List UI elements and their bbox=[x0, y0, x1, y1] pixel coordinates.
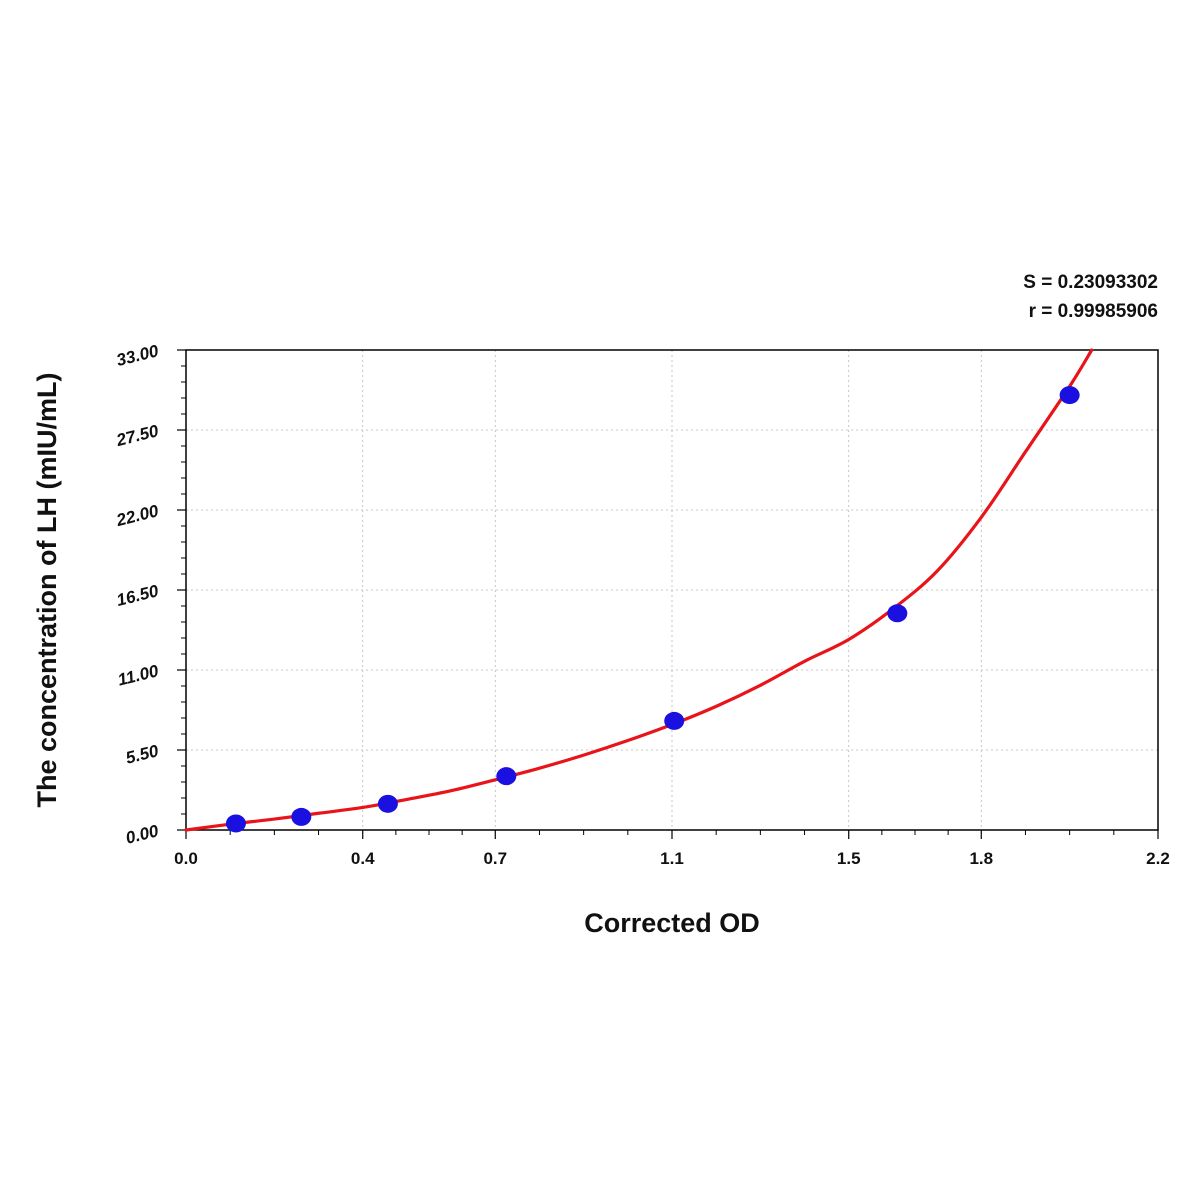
x-tick-labels: 0.0 0.4 0.7 1.1 1.5 1.8 2.2 bbox=[174, 849, 1170, 868]
data-point bbox=[377, 794, 398, 813]
data-point bbox=[291, 807, 312, 826]
plot-area-frame bbox=[185, 349, 1159, 831]
fit-statistics: S = 0.23093302 r = 0.99985906 bbox=[1023, 268, 1158, 326]
s-statistic: S = 0.23093302 bbox=[1023, 272, 1158, 293]
r-statistic: r = 0.99985906 bbox=[1028, 301, 1158, 322]
y-axis-title: The concentration of LH (mIU/mL) bbox=[32, 373, 62, 808]
grid-lines bbox=[186, 350, 1158, 830]
data-point bbox=[1059, 386, 1080, 405]
x-tick-label: 1.1 bbox=[660, 849, 684, 868]
data-point bbox=[496, 767, 517, 786]
data-point bbox=[225, 814, 246, 833]
axis-ticks bbox=[177, 349, 1159, 839]
x-axis-title: Corrected OD bbox=[584, 908, 760, 938]
x-tick-label: 1.5 bbox=[837, 849, 861, 868]
x-tick-label: 2.2 bbox=[1146, 849, 1170, 868]
y-tick-label: 11.00 bbox=[116, 661, 161, 690]
x-tick-label: 0.4 bbox=[351, 849, 375, 868]
fit-curve-layer bbox=[184, 348, 1094, 832]
x-tick-label: 0.7 bbox=[483, 849, 507, 868]
y-tick-labels: 0.00 5.50 11.00 16.50 22.00 27.50 33.00 bbox=[114, 341, 161, 848]
data-point bbox=[664, 711, 685, 730]
y-tick-label: 5.50 bbox=[124, 741, 161, 768]
data-points-layer bbox=[225, 386, 1080, 833]
x-tick-label: 1.8 bbox=[969, 849, 993, 868]
y-tick-label: 33.00 bbox=[115, 341, 161, 370]
y-tick-label: 22.00 bbox=[114, 501, 161, 530]
y-tick-label: 16.50 bbox=[115, 581, 161, 610]
fit-curve-line bbox=[184, 348, 1094, 832]
data-point bbox=[887, 604, 908, 623]
y-tick-label: 27.50 bbox=[114, 421, 161, 450]
x-tick-label: 0.0 bbox=[174, 849, 198, 868]
y-tick-label: 0.00 bbox=[124, 821, 161, 848]
